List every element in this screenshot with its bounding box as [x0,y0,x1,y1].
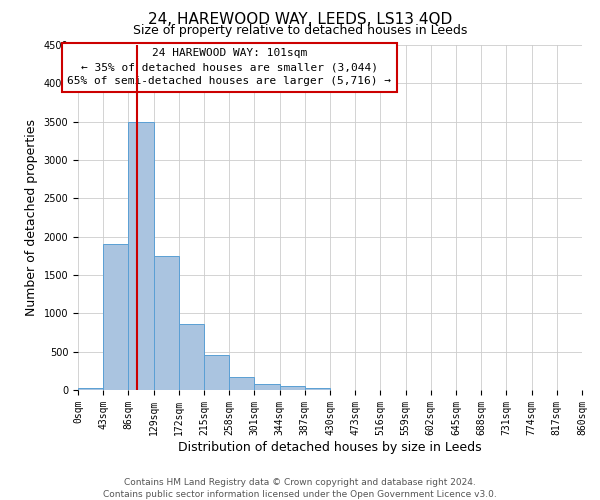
Bar [280,386,305,390]
Bar [128,122,154,390]
Text: 24, HAREWOOD WAY, LEEDS, LS13 4QD: 24, HAREWOOD WAY, LEEDS, LS13 4QD [148,12,452,28]
Text: 24 HAREWOOD WAY: 101sqm
← 35% of detached houses are smaller (3,044)
65% of semi: 24 HAREWOOD WAY: 101sqm ← 35% of detache… [67,48,391,86]
Bar [179,324,204,390]
Bar [254,384,280,390]
Bar [154,256,179,390]
Bar [229,376,254,390]
Bar [305,388,330,390]
Bar [78,388,103,390]
Bar [204,354,229,390]
Y-axis label: Number of detached properties: Number of detached properties [25,119,38,316]
X-axis label: Distribution of detached houses by size in Leeds: Distribution of detached houses by size … [178,440,482,454]
Bar [103,244,128,390]
Text: Contains HM Land Registry data © Crown copyright and database right 2024.
Contai: Contains HM Land Registry data © Crown c… [103,478,497,499]
Text: Size of property relative to detached houses in Leeds: Size of property relative to detached ho… [133,24,467,37]
